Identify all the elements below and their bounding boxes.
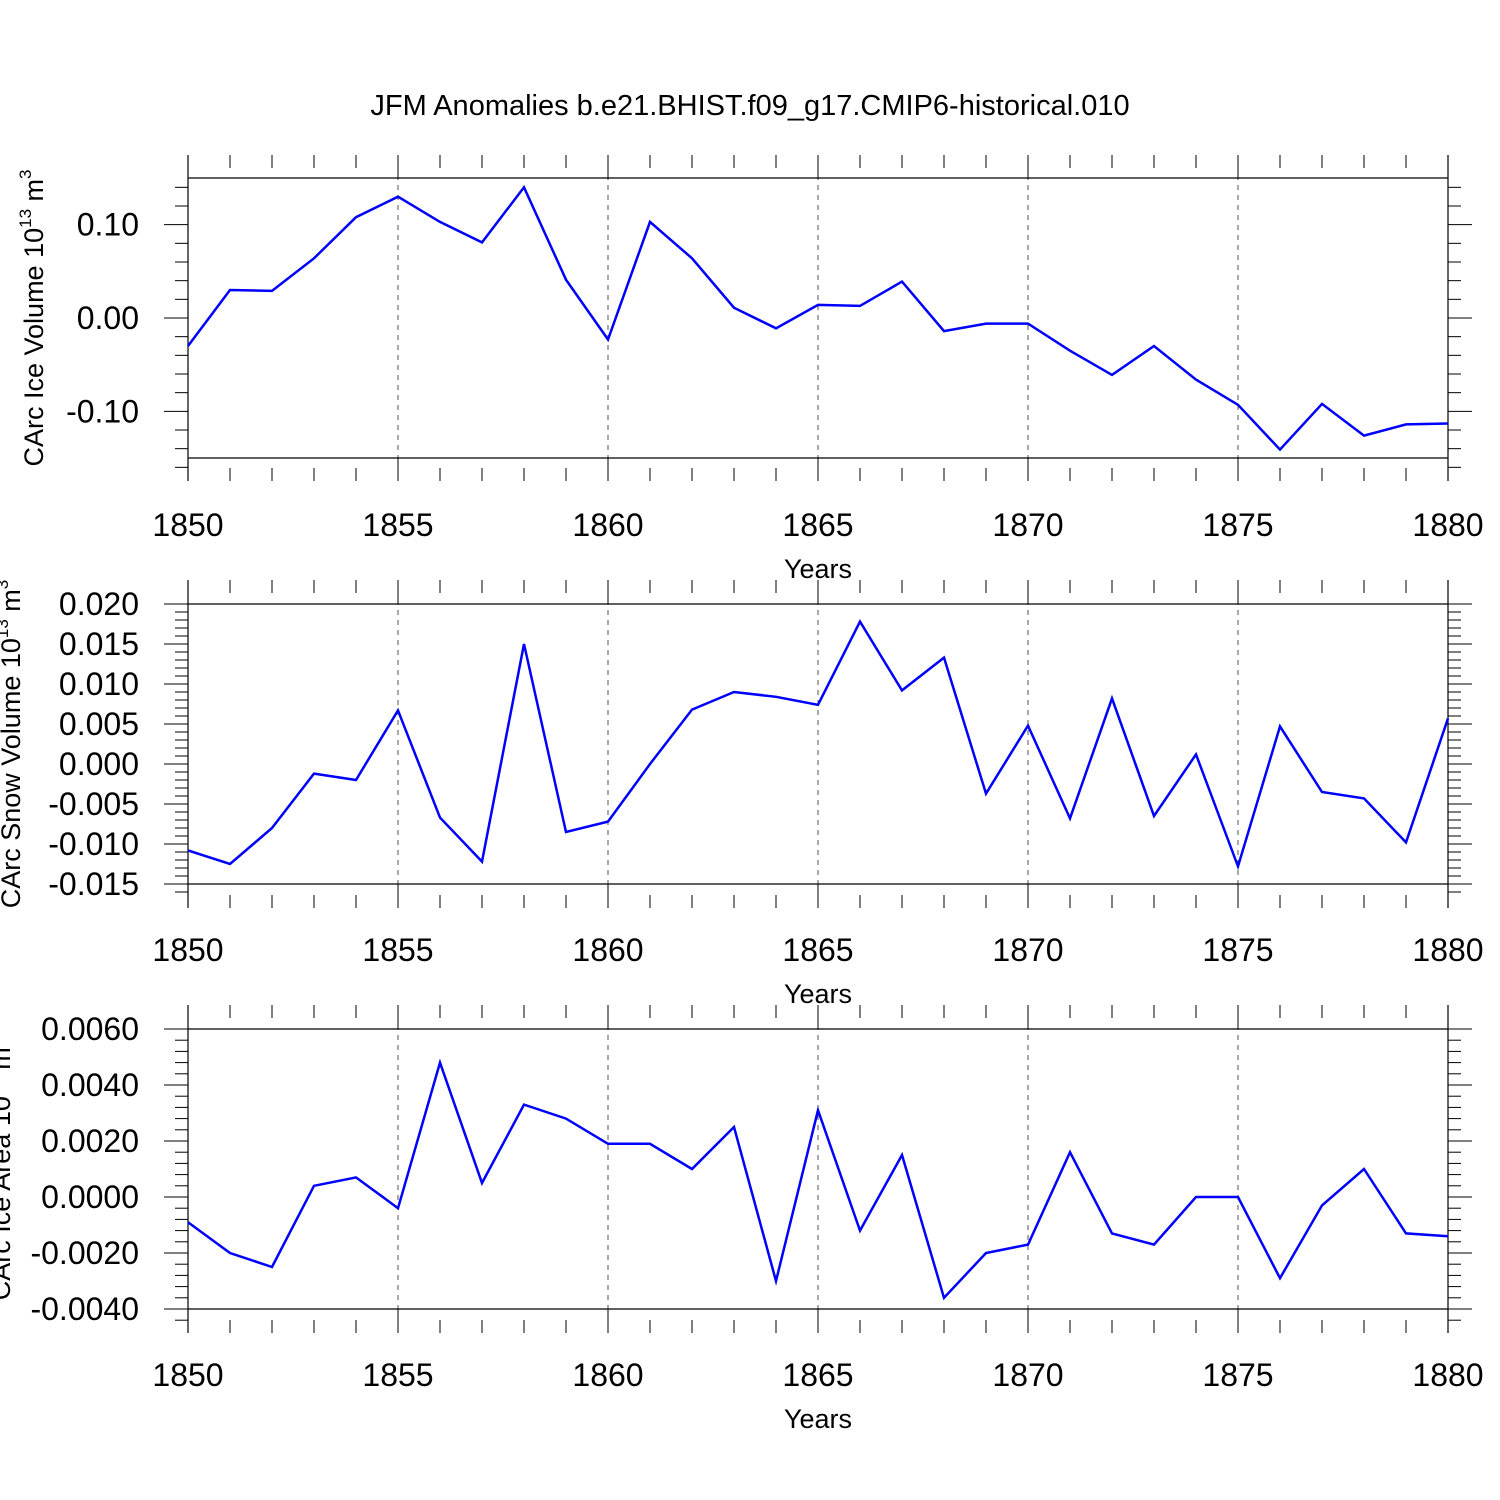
x-tick-label: 1860 bbox=[572, 932, 643, 968]
y-tick-label: 0.005 bbox=[59, 706, 139, 742]
x-tick-label: 1850 bbox=[152, 932, 223, 968]
y-tick-label: 0.010 bbox=[59, 666, 139, 702]
x-tick-label: 1875 bbox=[1202, 507, 1273, 543]
y-tick-label: -0.015 bbox=[48, 866, 139, 902]
x-tick-label: 1865 bbox=[782, 932, 853, 968]
panel-3: -0.0040 -0.0020 0.0000 0.0020 0.0040 0.0060 18… bbox=[0, 1005, 1484, 1434]
y-tick-label: 0.0060 bbox=[41, 1011, 139, 1047]
y-axis-label-exponent: 13 bbox=[0, 619, 12, 638]
x-axis-label: Years bbox=[784, 1404, 852, 1434]
x-tick-label: 1855 bbox=[362, 1357, 433, 1393]
y-tick-label: 0.015 bbox=[59, 626, 139, 662]
x-tick-label: 1850 bbox=[152, 1357, 223, 1393]
y-axis-label: CArc Snow Volume 1013 m3 bbox=[0, 580, 26, 909]
y-tick-label: -0.0040 bbox=[30, 1291, 139, 1327]
panel-2: -0.015 -0.010 -0.005 0.000 0.005 0.010 0.015 0.… bbox=[0, 580, 1484, 1009]
x-axis-label: Years bbox=[784, 554, 852, 584]
y-tick-label: 0.0000 bbox=[41, 1179, 139, 1215]
series-line bbox=[187, 619, 1450, 871]
x-tick-label: 1870 bbox=[992, 507, 1063, 543]
y-axis-label-main: CArc Ice Area 10 bbox=[0, 1096, 16, 1300]
x-tick-label: 1880 bbox=[1412, 507, 1483, 543]
x-tick-label: 1860 bbox=[572, 1357, 643, 1393]
y-axis-label-main: CArc Snow Volume 10 bbox=[0, 638, 26, 908]
y-tick-label: 0.10 bbox=[77, 207, 139, 243]
y-tick-label: 0.000 bbox=[59, 746, 139, 782]
y-axis-label-unit-exponent: 2 bbox=[0, 1038, 2, 1047]
x-tick-label: 1880 bbox=[1412, 932, 1483, 968]
y-tick-label: 0.0020 bbox=[41, 1123, 139, 1159]
y-tick-label: 0.0040 bbox=[41, 1067, 139, 1103]
x-tick-label: 1870 bbox=[992, 932, 1063, 968]
y-axis-label: CArc Ice Volume 1013 m3 bbox=[16, 169, 49, 466]
y-tick-label: 0.020 bbox=[59, 586, 139, 622]
x-tick-label: 1865 bbox=[782, 507, 853, 543]
y-axis-label: CArc Ice Area 1013 m2 bbox=[0, 1038, 16, 1301]
y-tick-label: -0.10 bbox=[66, 393, 139, 429]
x-tick-label: 1880 bbox=[1412, 1357, 1483, 1393]
x-axis-label: Years bbox=[784, 979, 852, 1009]
x-tick-label: 1855 bbox=[362, 932, 433, 968]
y-tick-label: -0.005 bbox=[48, 786, 139, 822]
panel-1: -0.10 0.00 0.10 1850 1855 1860 1865 1870 1875 188… bbox=[16, 155, 1484, 584]
x-tick-label: 1855 bbox=[362, 507, 433, 543]
x-tick-label: 1850 bbox=[152, 507, 223, 543]
x-tick-label: 1860 bbox=[572, 507, 643, 543]
series-line bbox=[187, 184, 1449, 452]
y-axis-label-unit: m bbox=[19, 179, 49, 209]
y-tick-label: -0.0020 bbox=[30, 1235, 139, 1271]
y-axis-label-unit-exponent: 3 bbox=[0, 580, 12, 589]
y-tick-label: -0.010 bbox=[48, 826, 139, 862]
y-axis-label-exponent: 13 bbox=[16, 209, 35, 228]
y-axis-label-exponent: 13 bbox=[0, 1077, 2, 1096]
x-tick-label: 1865 bbox=[782, 1357, 853, 1393]
y-axis-label-unit-exponent: 3 bbox=[16, 169, 35, 178]
x-tick-label: 1875 bbox=[1202, 1357, 1273, 1393]
y-tick-label: 0.00 bbox=[77, 300, 139, 336]
chart-title: JFM Anomalies b.e21.BHIST.f09_g17.CMIP6-… bbox=[370, 90, 1129, 122]
y-axis-label-main: CArc Ice Volume 10 bbox=[19, 228, 49, 467]
series-line bbox=[187, 1058, 1449, 1301]
x-tick-label: 1875 bbox=[1202, 932, 1273, 968]
y-axis-label-unit: m bbox=[0, 1047, 16, 1077]
x-tick-label: 1870 bbox=[992, 1357, 1063, 1393]
y-axis-label-unit: m bbox=[0, 589, 26, 619]
chart-panels: -0.10 0.00 0.10 1850 1855 1860 1865 1870 1875 188… bbox=[0, 155, 1484, 1434]
